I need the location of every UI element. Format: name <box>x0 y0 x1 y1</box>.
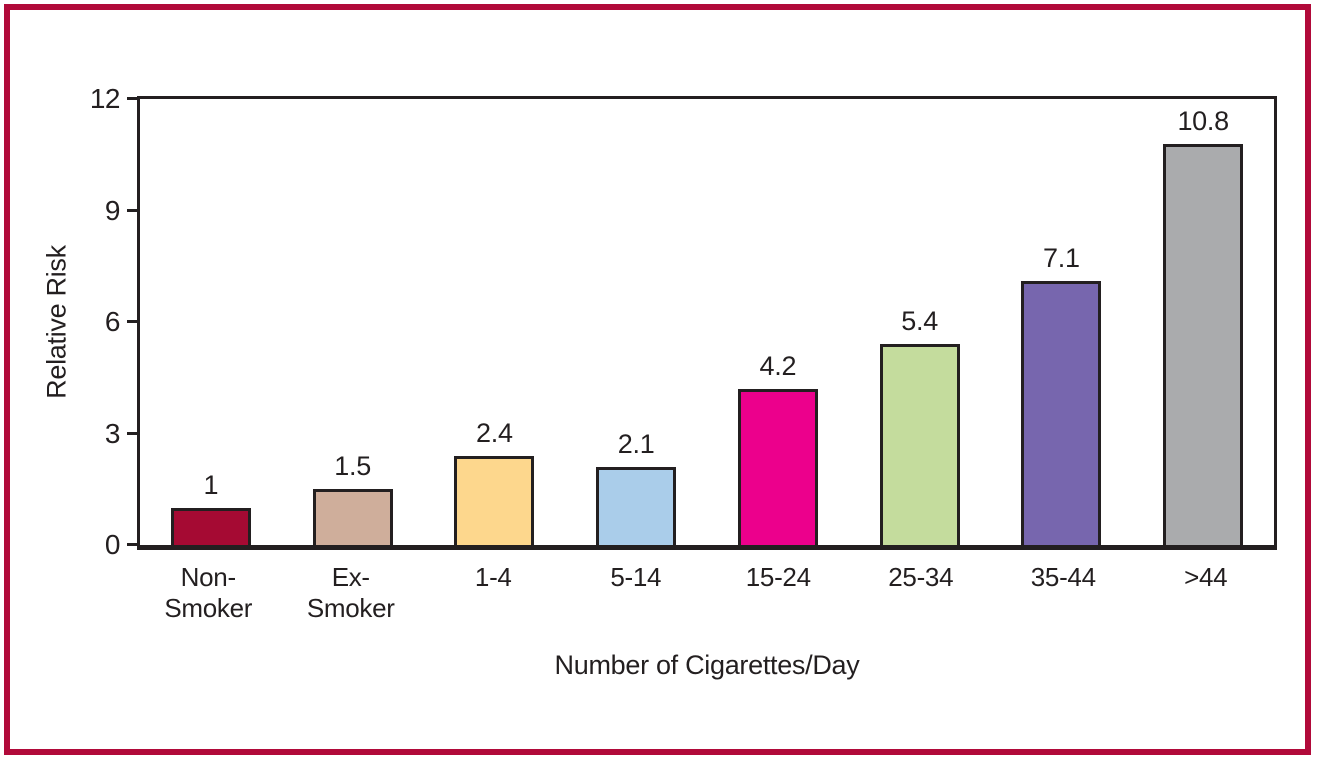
bar-value-label: 1 <box>203 469 219 500</box>
bar-slot-15-24: 4.2 <box>707 99 849 545</box>
bar-slot-ex-smoker: 1.5 <box>282 99 424 545</box>
x-axis-label: Number of Cigarettes/Day <box>554 650 860 680</box>
bar-5-14 <box>596 466 677 545</box>
bar-25-34 <box>879 344 960 545</box>
bar-slot-5-14: 2.1 <box>565 99 707 545</box>
y-axis-tick <box>127 97 140 100</box>
bar-slot-25-34: 5.4 <box>849 99 991 545</box>
bar-35-44 <box>1021 281 1102 545</box>
x-category-row: Non- Smoker Ex- Smoker 1-4 5-14 15-24 25… <box>137 562 1277 624</box>
bar-slot-1-4: 2.4 <box>424 99 566 545</box>
x-category-label: >44 <box>1184 562 1228 592</box>
bar-value-label: 1.5 <box>334 451 371 482</box>
bar-value-label: 2.4 <box>476 417 513 448</box>
y-tick-label: 3 <box>104 417 121 449</box>
bar-value-label: 5.4 <box>901 306 938 337</box>
bar-value-label: 4.2 <box>759 350 797 381</box>
bar-15-24 <box>737 388 818 545</box>
bars-layer: 1 1.5 2.4 2.1 4.2 5.4 <box>140 99 1274 545</box>
x-category-label: 5-14 <box>610 562 662 592</box>
bar-value-label: 2.1 <box>617 428 655 459</box>
bar-ex-smoker <box>312 489 393 545</box>
x-category-label: 25-34 <box>888 562 954 592</box>
bar-over-44 <box>1163 143 1244 545</box>
chart-frame <box>4 4 1311 755</box>
bar-value-label: 7.1 <box>1043 243 1080 274</box>
bar-slot-non-smoker: 1 <box>140 99 282 545</box>
x-category-label: 1-4 <box>474 562 512 592</box>
y-tick-label: 6 <box>104 306 121 337</box>
bar-1-4 <box>454 455 535 545</box>
y-axis-tick <box>127 320 140 323</box>
y-axis-tick <box>127 431 140 435</box>
bar-slot-over-44: 10.8 <box>1132 99 1274 545</box>
y-tick-label: 9 <box>104 194 121 226</box>
bar-non-smoker <box>170 507 251 545</box>
y-tick-label: 12 <box>89 83 121 114</box>
x-category-label: Non- Smoker <box>164 562 253 623</box>
bar-slot-35-44: 7.1 <box>991 99 1133 545</box>
y-axis-tick <box>127 543 140 546</box>
y-tick-label: 0 <box>104 529 121 560</box>
x-category-label: Ex- Smoker <box>306 562 395 623</box>
x-category-label: 15-24 <box>745 562 811 592</box>
y-axis-tick <box>127 208 140 212</box>
x-category-label: 35-44 <box>1030 562 1096 592</box>
bar-value-label: 10.8 <box>1177 105 1229 136</box>
plot-area: 12 9 6 3 0 1 1.5 2.4 2.1 4.2 <box>90 85 1277 559</box>
y-axis-label: Relative Risk <box>41 245 72 399</box>
